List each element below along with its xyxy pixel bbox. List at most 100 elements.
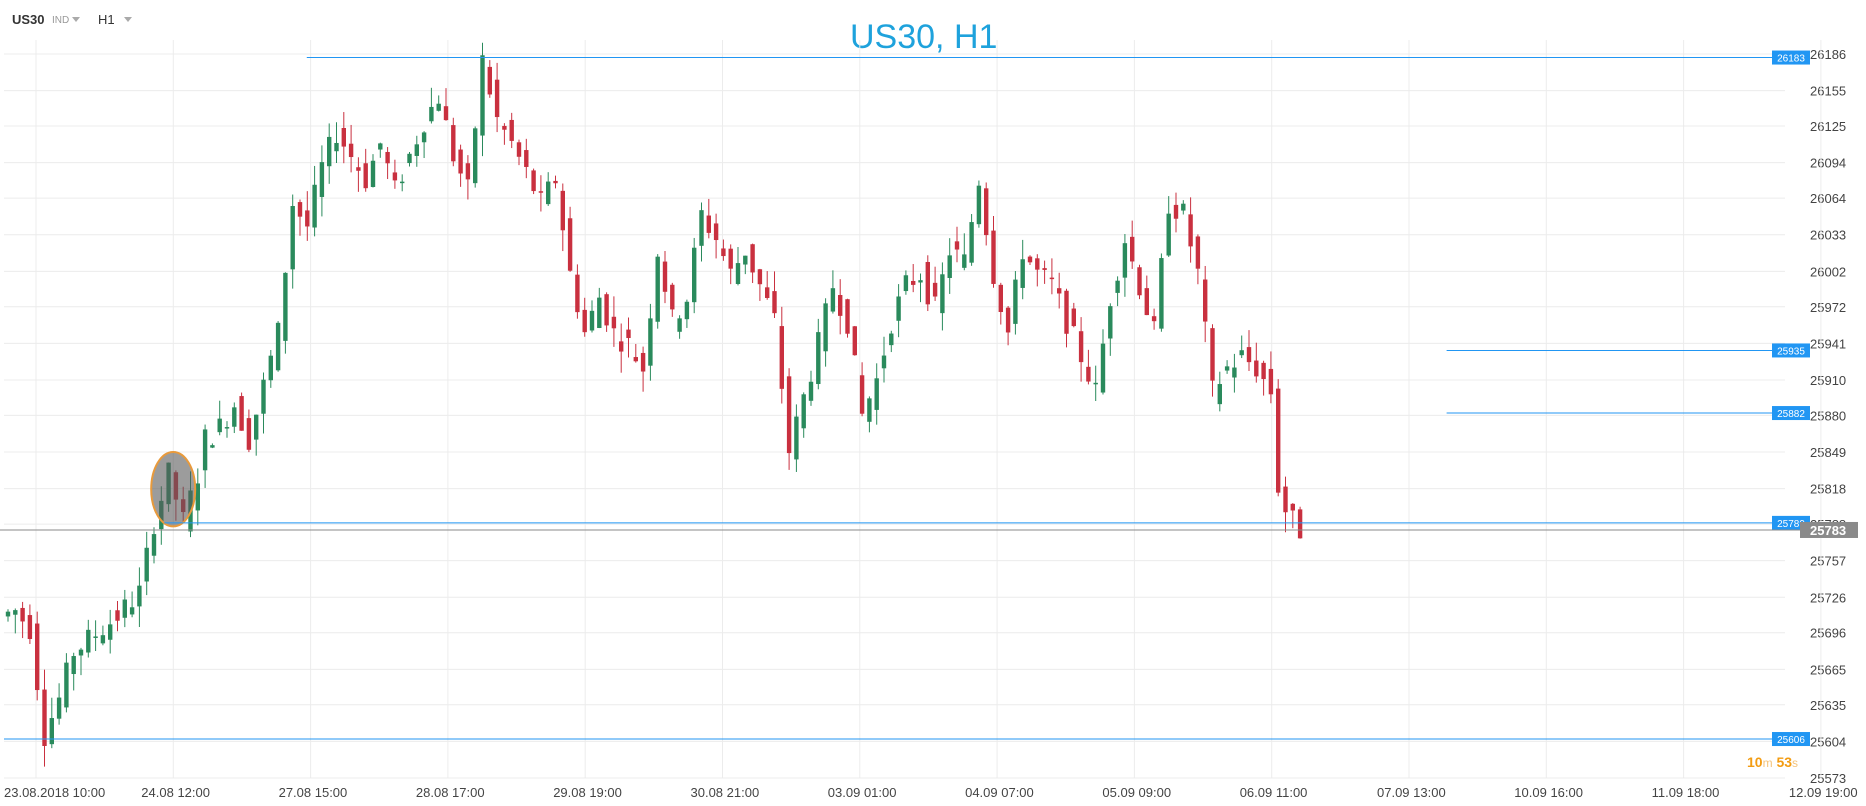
bullish-candle bbox=[1239, 350, 1244, 356]
bullish-candle bbox=[1122, 243, 1128, 278]
bullish-candle bbox=[1013, 279, 1018, 324]
bullish-candle bbox=[903, 275, 909, 292]
bearish-candle bbox=[1203, 279, 1208, 322]
y-tick-label: 25757 bbox=[1810, 554, 1846, 569]
y-tick-label: 25818 bbox=[1810, 482, 1846, 497]
chart-title: US30, H1 bbox=[850, 18, 998, 56]
bearish-candle bbox=[246, 418, 252, 450]
x-tick-label: 23.08.2018 10:00 bbox=[4, 785, 105, 800]
bearish-candle bbox=[567, 218, 573, 271]
bullish-candle bbox=[1020, 259, 1025, 288]
bearish-candle bbox=[925, 261, 930, 305]
candle-countdown-timer: 10m 53s bbox=[1747, 754, 1798, 770]
bullish-candle bbox=[5, 611, 11, 617]
bullish-candle bbox=[254, 414, 259, 440]
bullish-candle bbox=[735, 263, 741, 284]
x-tick-label: 06.09 11:00 bbox=[1240, 785, 1308, 800]
bullish-candle bbox=[794, 416, 799, 460]
bullish-candle bbox=[312, 184, 317, 228]
bullish-candle bbox=[597, 297, 602, 329]
bearish-candle bbox=[385, 151, 390, 164]
bullish-candle bbox=[1115, 280, 1120, 293]
bearish-candle bbox=[458, 149, 463, 174]
bullish-candle bbox=[889, 333, 894, 346]
timeframe-selector[interactable]: H1 bbox=[98, 12, 115, 27]
bullish-candle bbox=[378, 143, 383, 150]
bullish-candle bbox=[400, 181, 405, 184]
bearish-candle bbox=[451, 125, 456, 162]
bearish-candle bbox=[465, 163, 471, 180]
bearish-candle bbox=[1071, 308, 1076, 327]
y-tick-label: 26094 bbox=[1810, 156, 1846, 171]
bullish-candle bbox=[13, 610, 18, 615]
bearish-candle bbox=[1049, 277, 1055, 280]
bearish-candle bbox=[911, 280, 916, 285]
level-tag-label: 25935 bbox=[1777, 346, 1805, 357]
x-tick-label: 04.09 07:00 bbox=[965, 785, 1034, 800]
x-tick-label: 30.08 21:00 bbox=[691, 785, 760, 800]
bearish-candle bbox=[1144, 288, 1149, 316]
bullish-candle bbox=[283, 272, 288, 341]
symbol-selector[interactable]: US30 bbox=[12, 12, 45, 27]
bearish-candle bbox=[1027, 256, 1033, 263]
level-tag-label: 26183 bbox=[1777, 54, 1805, 65]
bullish-candle bbox=[429, 106, 434, 122]
bearish-candle bbox=[611, 316, 617, 329]
bullish-candle bbox=[1093, 382, 1098, 385]
bullish-candle bbox=[268, 355, 273, 381]
timeframe-chevron-down-icon[interactable] bbox=[124, 17, 132, 22]
bearish-candle bbox=[115, 610, 120, 621]
level-tag-label: 25789 bbox=[1777, 519, 1805, 530]
bearish-candle bbox=[757, 269, 763, 285]
bullish-candle bbox=[823, 303, 828, 352]
bullish-candle bbox=[275, 322, 281, 371]
bullish-candle bbox=[1166, 213, 1171, 256]
bullish-candle bbox=[684, 301, 690, 320]
bullish-candle bbox=[976, 185, 982, 225]
bullish-candle bbox=[56, 697, 62, 719]
x-tick-label: 12.09 19:00 bbox=[1789, 785, 1858, 800]
bullish-candle bbox=[100, 635, 106, 644]
bearish-candle bbox=[363, 163, 368, 189]
bearish-candle bbox=[487, 66, 492, 95]
bearish-candle bbox=[1042, 268, 1047, 270]
bullish-candle bbox=[655, 256, 660, 322]
bearish-candle bbox=[553, 180, 558, 184]
bullish-candle bbox=[1224, 366, 1230, 371]
bearish-candle bbox=[502, 125, 507, 130]
bullish-candle bbox=[137, 585, 142, 607]
y-tick-label: 25635 bbox=[1810, 698, 1846, 713]
bullish-candle bbox=[210, 445, 215, 448]
bullish-candle bbox=[261, 379, 266, 414]
bearish-candle bbox=[1290, 503, 1295, 511]
x-tick-label: 03.09 01:00 bbox=[828, 785, 897, 800]
bullish-candle bbox=[144, 547, 149, 582]
y-tick-label: 25696 bbox=[1810, 626, 1846, 641]
bearish-candle bbox=[932, 282, 938, 297]
bearish-candle bbox=[341, 127, 346, 147]
bearish-candle bbox=[42, 689, 47, 746]
bullish-candle bbox=[195, 483, 200, 511]
bearish-candle bbox=[619, 341, 624, 352]
bearish-candle bbox=[239, 396, 244, 431]
y-tick-label: 26155 bbox=[1810, 84, 1846, 99]
timer-minutes: 10 bbox=[1747, 754, 1763, 770]
bullish-candle bbox=[217, 418, 222, 433]
bullish-candle bbox=[129, 607, 135, 615]
bullish-candle bbox=[64, 662, 69, 708]
bearish-candle bbox=[392, 172, 398, 181]
timer-minutes-unit: m bbox=[1762, 756, 1773, 770]
y-tick-label: 25910 bbox=[1810, 373, 1846, 388]
y-tick-label: 25941 bbox=[1810, 336, 1846, 351]
level-tag bbox=[1772, 406, 1810, 421]
y-tick-label: 26033 bbox=[1810, 228, 1846, 243]
bullish-candle bbox=[816, 332, 821, 385]
bearish-candle bbox=[640, 352, 646, 372]
bullish-candle bbox=[830, 288, 836, 312]
symbol-chevron-down-icon[interactable] bbox=[72, 17, 80, 22]
bullish-candle bbox=[122, 599, 127, 618]
bearish-candle bbox=[538, 191, 544, 193]
bearish-candle bbox=[954, 241, 960, 250]
y-tick-label: 26186 bbox=[1810, 47, 1846, 62]
